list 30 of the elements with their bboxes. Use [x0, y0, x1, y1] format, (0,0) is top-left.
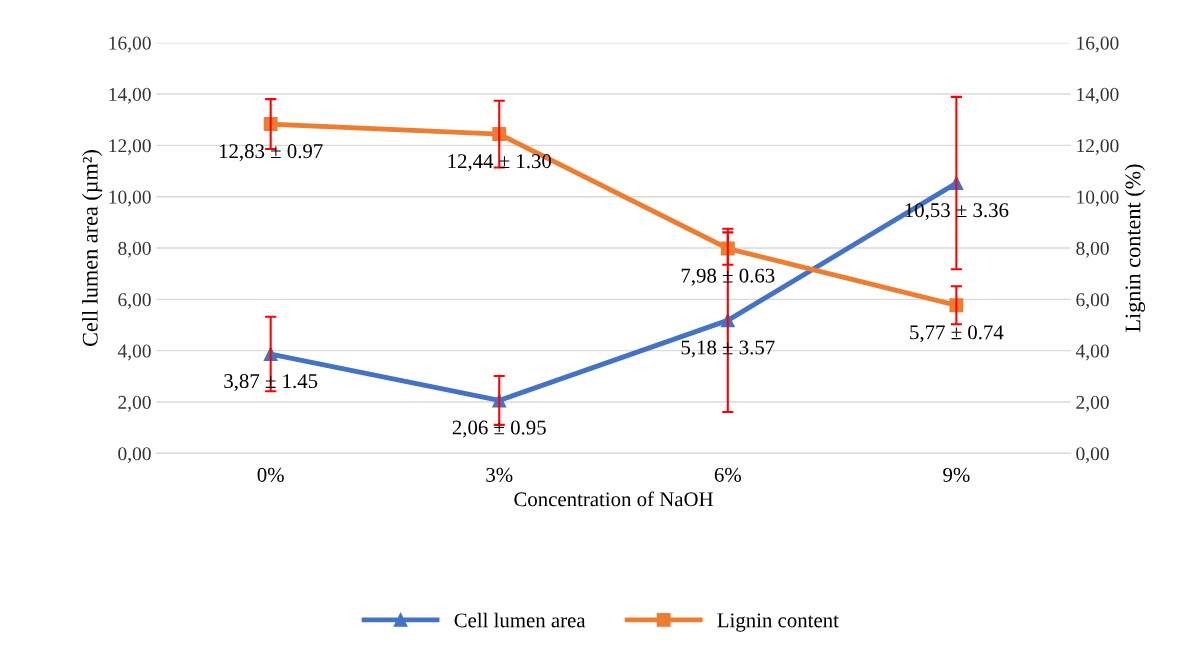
- x-tick-label: 3%: [486, 467, 513, 482]
- y-tick-label: 16,00: [109, 36, 151, 53]
- legend-label: Cell lumen area: [454, 612, 586, 628]
- x-tick-label: 9%: [943, 467, 970, 482]
- x-tick-label: 0%: [257, 467, 284, 482]
- data-label: 5,77 ± 0.74: [910, 325, 1004, 343]
- y-tick-label: 0,00: [118, 447, 151, 464]
- data-label: 2,06 ± 0.95: [452, 420, 546, 438]
- y2-tick-label: 2,00: [1076, 395, 1109, 412]
- y2-tick-label: 16,00: [1077, 36, 1119, 53]
- legend-label: Lignin content: [717, 613, 839, 632]
- data-label: 12,83 ± 0.97: [219, 144, 323, 162]
- y2-tick-label: 8,00: [1076, 241, 1109, 258]
- y-tick-label: 12,00: [109, 139, 151, 156]
- y-tick-label: 10,00: [109, 190, 151, 207]
- y-tick-label: 14,00: [109, 87, 151, 104]
- y-tick-label: 2,00: [118, 395, 151, 412]
- y2-tick-label: 0,00: [1076, 447, 1109, 464]
- y2-tick-label: 12,00: [1077, 139, 1119, 156]
- y2-tick-label: 4,00: [1075, 344, 1109, 361]
- y-axis-title: Cell lumen area (µm²): [82, 150, 103, 346]
- y-tick-label: 8,00: [118, 241, 151, 258]
- y2-tick-label: 14,00: [1077, 87, 1119, 104]
- y2-axis-title: Lignin content (%): [1124, 164, 1146, 332]
- x-axis-title: Concentration of NaOH: [514, 491, 713, 507]
- y2-tick-label: 10,00: [1077, 190, 1119, 207]
- y-tick-label: 4,00: [117, 344, 151, 361]
- x-tick-label: 6%: [714, 467, 741, 482]
- y2-tick-label: 6,00: [1076, 293, 1109, 310]
- y-tick-label: 6,00: [118, 293, 151, 310]
